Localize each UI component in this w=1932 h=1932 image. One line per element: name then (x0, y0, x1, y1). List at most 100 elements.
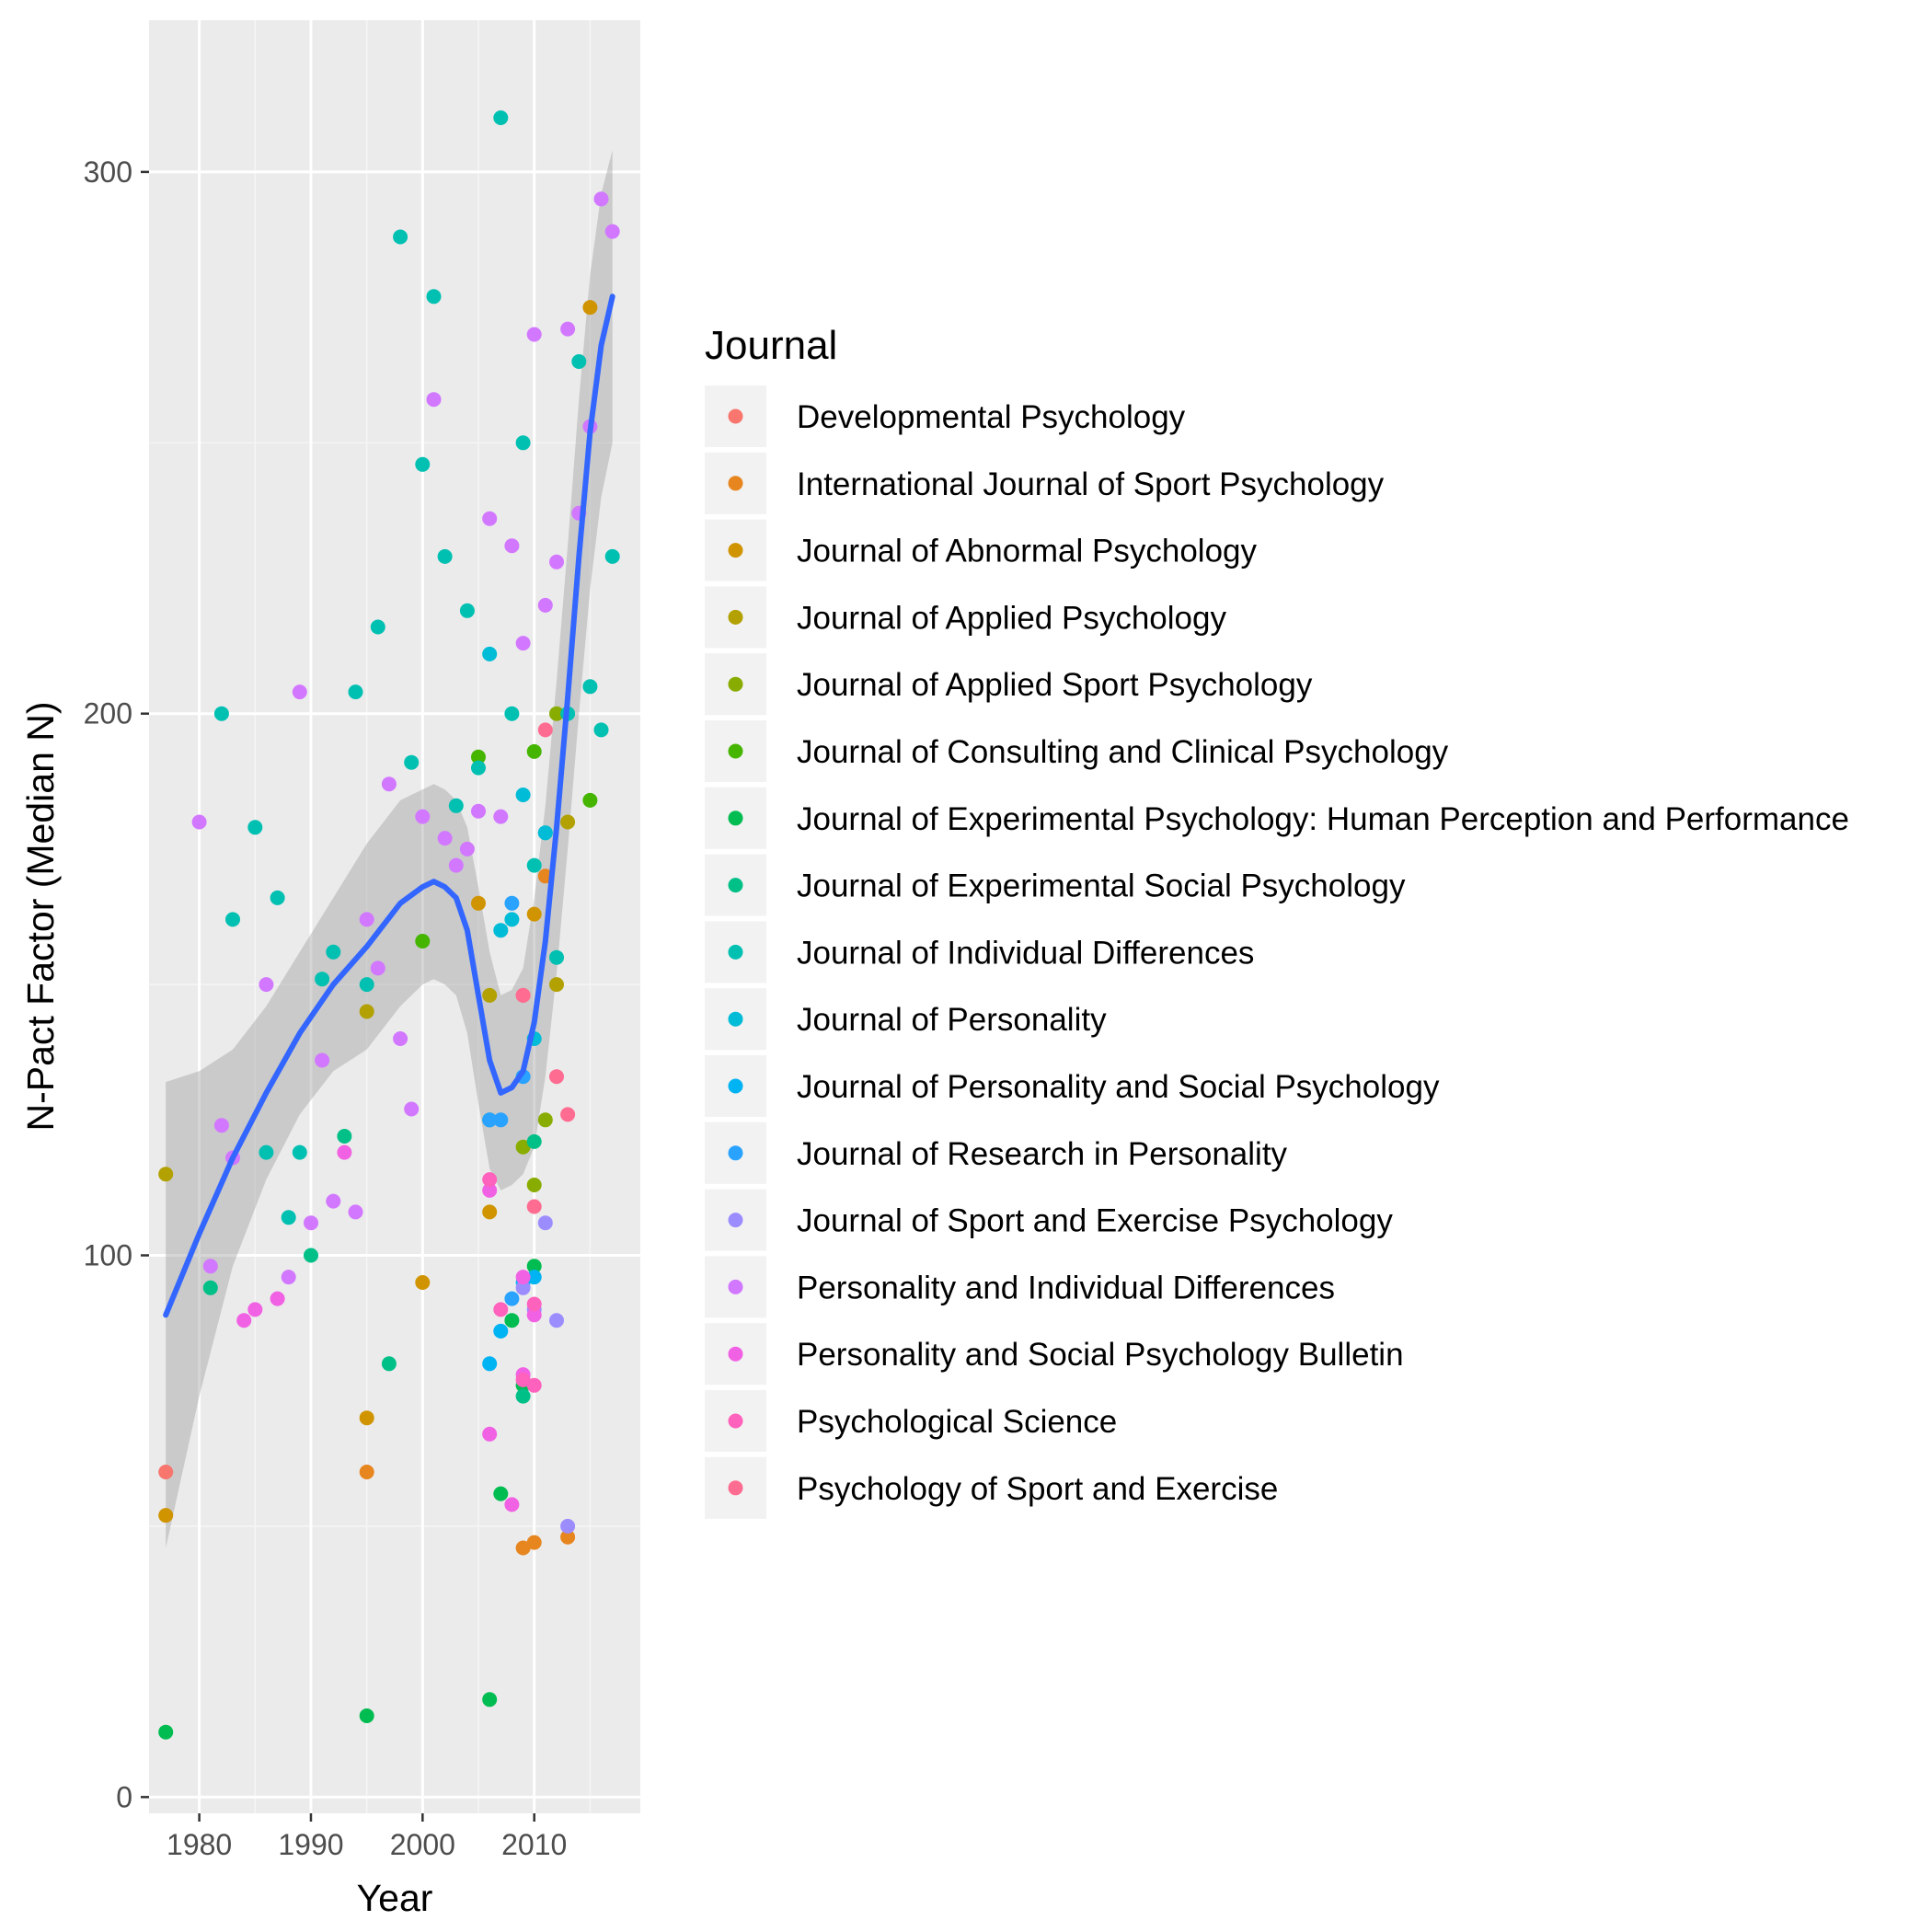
data-point (359, 1708, 374, 1723)
data-point (515, 435, 531, 451)
data-point (393, 229, 408, 245)
data-point (304, 1215, 318, 1231)
data-point (493, 1486, 509, 1501)
legend-swatch (728, 878, 743, 893)
legend-swatch (728, 609, 743, 625)
data-point (515, 788, 531, 802)
legend-label: Journal of Consulting and Clinical Psych… (797, 734, 1449, 770)
data-point (202, 1259, 218, 1274)
data-point (515, 1540, 531, 1556)
y-tick-label: 0 (116, 1780, 132, 1813)
x-axis-title: Year (357, 1877, 433, 1919)
legend-swatch (728, 476, 743, 491)
confidence-band (166, 150, 613, 1548)
y-tick-label: 200 (84, 697, 132, 730)
data-point (482, 1692, 498, 1708)
data-point (437, 548, 453, 564)
data-point (549, 706, 564, 721)
data-point (404, 754, 420, 770)
legend-swatch (728, 1480, 743, 1496)
data-point (482, 1182, 498, 1198)
data-point (504, 1313, 520, 1328)
data-point (515, 1372, 531, 1387)
legend-swatch (728, 676, 743, 692)
data-point (504, 1497, 520, 1512)
legend-swatch (728, 1011, 743, 1027)
data-point (526, 1535, 542, 1550)
data-point (370, 619, 385, 635)
data-point (471, 803, 486, 819)
data-point (549, 1069, 564, 1085)
data-point (202, 1280, 218, 1295)
data-point (526, 906, 542, 922)
data-point (158, 1465, 174, 1479)
data-point (504, 912, 520, 927)
data-point (381, 776, 397, 792)
data-point (381, 1356, 397, 1372)
data-point (526, 743, 542, 759)
legend-label: Journal of Individual Differences (797, 935, 1254, 971)
legend-swatch (728, 1346, 743, 1362)
data-point (493, 110, 509, 125)
legend-label: Journal of Experimental Social Psycholog… (797, 868, 1406, 904)
legend-title: Journal (705, 323, 837, 368)
x-tick-label: 1980 (167, 1828, 232, 1861)
data-point (225, 912, 240, 927)
data-point (281, 1210, 296, 1225)
axes: 1980 1990 2000 2010 0 100 200 300 (84, 155, 568, 1861)
data-point (560, 321, 576, 337)
data-point (158, 1724, 174, 1740)
legend-label: Psychological Science (797, 1404, 1117, 1440)
legend-label: Developmental Psychology (797, 399, 1186, 435)
data-point (526, 1296, 542, 1312)
data-point (304, 1248, 318, 1263)
data-point (560, 1529, 576, 1545)
data-point (582, 679, 598, 695)
data-point (549, 1313, 564, 1328)
legend-label: Psychology of Sport and Exercise (797, 1471, 1278, 1507)
data-point (415, 1275, 431, 1290)
data-point (259, 1144, 274, 1160)
data-point (359, 1410, 374, 1426)
data-point (604, 548, 620, 564)
data-point (537, 1215, 553, 1231)
data-point (337, 1144, 352, 1160)
data-point (247, 820, 263, 835)
data-point (213, 706, 229, 721)
data-point (526, 327, 542, 342)
data-point (526, 1199, 542, 1214)
legend-label: Personality and Social Psychology Bullet… (797, 1337, 1404, 1373)
data-point (537, 1112, 553, 1128)
data-point (292, 1144, 307, 1160)
data-point (526, 1178, 542, 1192)
y-axis-title: N-Pact Factor (Median N) (19, 701, 62, 1131)
data-point (593, 722, 609, 738)
data-point (526, 857, 542, 873)
legend-label: Journal of Applied Psychology (797, 600, 1226, 636)
data-point (482, 1204, 498, 1220)
y-tick-label: 300 (84, 155, 132, 189)
legend-label: Journal of Abnormal Psychology (797, 534, 1257, 569)
data-point (582, 300, 598, 316)
data-point (560, 1518, 576, 1534)
data-point (526, 1307, 542, 1323)
data-point (482, 511, 498, 526)
data-point (270, 890, 285, 905)
data-point (493, 809, 509, 824)
data-point (515, 1280, 531, 1295)
data-point (482, 646, 498, 661)
data-point (504, 895, 520, 911)
data-point (359, 912, 374, 927)
smooth-line-layer (163, 293, 615, 1318)
data-point (526, 1270, 542, 1285)
data-point (504, 706, 520, 721)
data-point (526, 1259, 542, 1274)
data-point (315, 1052, 330, 1068)
data-point (515, 636, 531, 651)
data-point (526, 1377, 542, 1393)
data-point (158, 1508, 174, 1524)
smooth-line (163, 293, 615, 1318)
data-point (593, 191, 609, 207)
legend-swatch (728, 408, 743, 424)
